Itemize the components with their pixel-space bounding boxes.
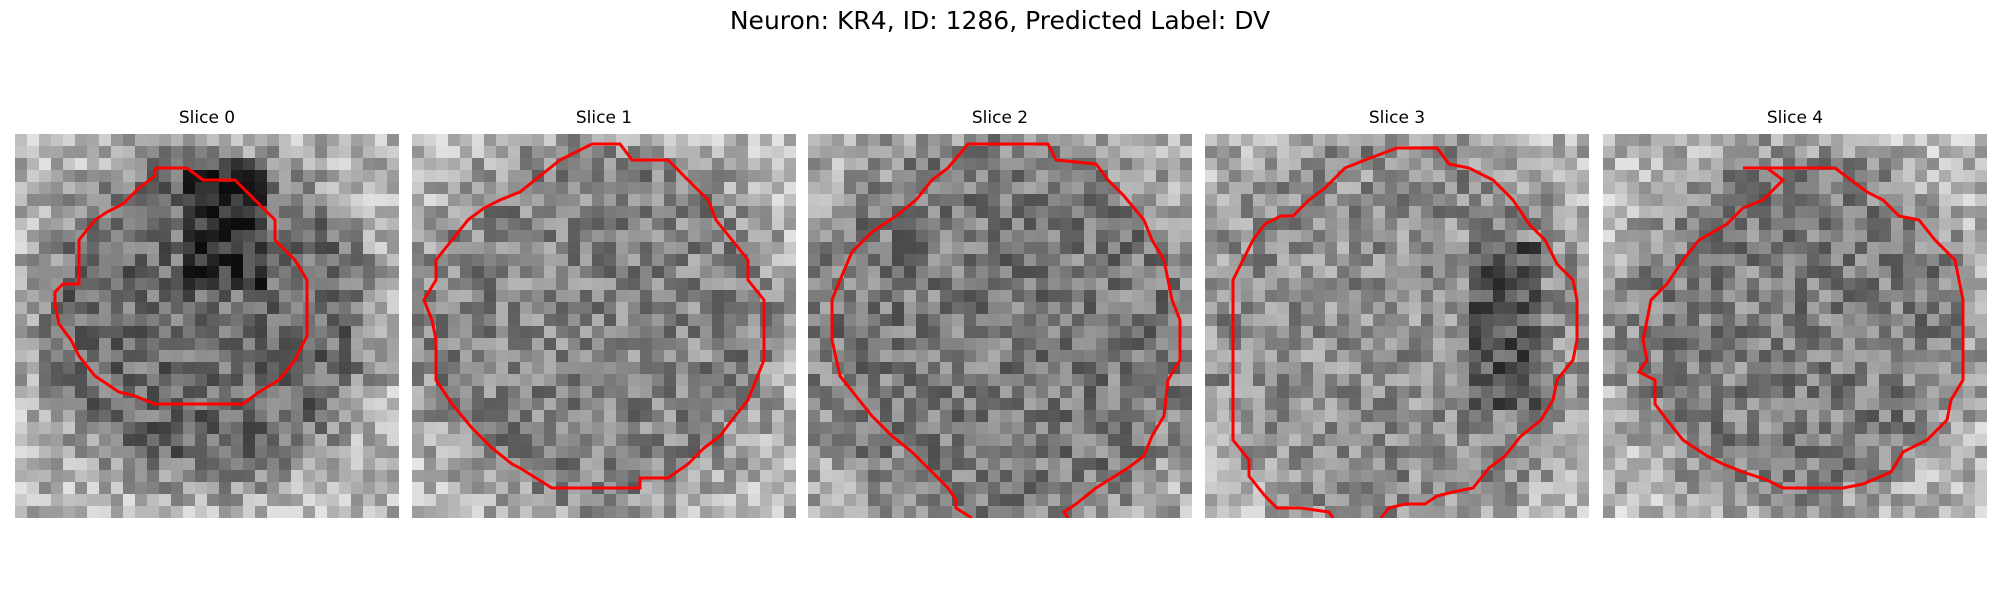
slice-image-0 [15, 134, 399, 518]
slice-0-contour [53, 166, 309, 406]
slice-title-1: Slice 1 [575, 108, 633, 128]
slice-panel-3: Slice 3 [1205, 108, 1589, 520]
slice-title-0: Slice 0 [178, 108, 236, 128]
slice-2-svg [808, 134, 1192, 518]
figure-title: Neuron: KR4, ID: 1286, Predicted Label: … [729, 6, 1271, 35]
slice-1-svg [412, 134, 796, 518]
slice-3-contour-main [1231, 146, 1579, 518]
slice-panel-1: Slice 1 [412, 108, 796, 520]
slice-4-contour [1636, 166, 1965, 490]
slice-2-contour [914, 142, 1182, 518]
slice-0-svg [15, 134, 399, 518]
slice-panel-0: Slice 0 [15, 108, 399, 520]
slice-3-svg [1205, 134, 1589, 518]
slice-image-4 [1603, 134, 1987, 518]
slice-panel-2: Slice 2 [808, 108, 1192, 520]
slice-2-contour-left [830, 198, 973, 518]
slice-image-3 [1205, 134, 1589, 518]
slice-title-4: Slice 4 [1766, 108, 1824, 128]
slice-4-svg [1603, 134, 1987, 518]
slice-1-contour [422, 142, 766, 490]
slice-image-1 [412, 134, 796, 518]
slice-3-contour [1263, 494, 1335, 518]
slice-panel-4: Slice 4 [1603, 108, 1987, 520]
slice-title-2: Slice 2 [971, 108, 1029, 128]
slice-image-2 [808, 134, 1192, 518]
slice-title-3: Slice 3 [1368, 108, 1426, 128]
